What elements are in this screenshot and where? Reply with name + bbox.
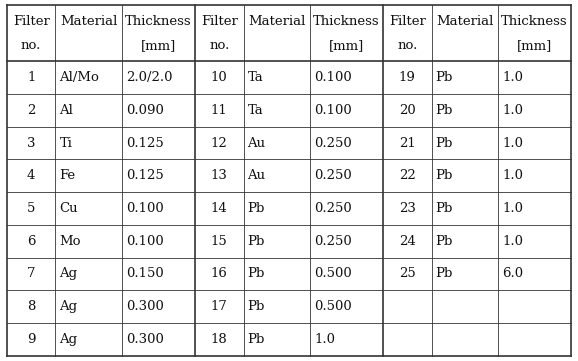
Text: Filter: Filter (201, 14, 238, 27)
Text: 16: 16 (211, 268, 228, 280)
Text: [mm]: [mm] (141, 39, 176, 52)
Text: no.: no. (21, 39, 42, 52)
Text: Ag: Ag (60, 300, 77, 313)
Text: 0.500: 0.500 (314, 268, 352, 280)
Text: 17: 17 (211, 300, 228, 313)
Text: 18: 18 (211, 333, 228, 346)
Text: [mm]: [mm] (329, 39, 364, 52)
Text: 1.0: 1.0 (502, 137, 523, 150)
Text: Ta: Ta (247, 104, 264, 117)
Text: 25: 25 (399, 268, 416, 280)
Text: Material: Material (248, 14, 306, 27)
Text: 1.0: 1.0 (314, 333, 335, 346)
Text: 0.300: 0.300 (126, 333, 164, 346)
Text: 0.250: 0.250 (314, 235, 352, 248)
Text: Pb: Pb (436, 235, 453, 248)
Text: Al: Al (60, 104, 73, 117)
Text: no.: no. (209, 39, 229, 52)
Text: Ti: Ti (60, 137, 72, 150)
Text: Pb: Pb (436, 104, 453, 117)
Text: Material: Material (60, 14, 117, 27)
Text: 0.150: 0.150 (126, 268, 164, 280)
Text: Ag: Ag (60, 333, 77, 346)
Text: Pb: Pb (436, 169, 453, 182)
Text: 4: 4 (27, 169, 35, 182)
Text: 6: 6 (27, 235, 35, 248)
Text: 3: 3 (27, 137, 35, 150)
Text: Pb: Pb (247, 300, 265, 313)
Text: 11: 11 (211, 104, 228, 117)
Text: 0.125: 0.125 (126, 137, 164, 150)
Text: 1.0: 1.0 (502, 202, 523, 215)
Text: Thickness: Thickness (313, 14, 380, 27)
Text: 0.250: 0.250 (314, 202, 352, 215)
Text: Pb: Pb (247, 268, 265, 280)
Text: Ag: Ag (60, 268, 77, 280)
Text: 24: 24 (399, 235, 416, 248)
Text: 0.500: 0.500 (314, 300, 352, 313)
Text: Pb: Pb (436, 137, 453, 150)
Text: 19: 19 (399, 71, 416, 84)
Text: 15: 15 (211, 235, 228, 248)
Text: 12: 12 (211, 137, 228, 150)
Text: 21: 21 (399, 137, 416, 150)
Text: 1.0: 1.0 (502, 104, 523, 117)
Text: Cu: Cu (60, 202, 78, 215)
Text: Pb: Pb (436, 202, 453, 215)
Text: Thickness: Thickness (501, 14, 568, 27)
Text: 5: 5 (27, 202, 35, 215)
Text: Pb: Pb (436, 268, 453, 280)
Text: 7: 7 (27, 268, 35, 280)
Text: 0.300: 0.300 (126, 300, 164, 313)
Text: Fe: Fe (60, 169, 76, 182)
Text: Mo: Mo (60, 235, 81, 248)
Text: 0.250: 0.250 (314, 137, 352, 150)
Text: 0.100: 0.100 (126, 235, 164, 248)
Text: Pb: Pb (247, 235, 265, 248)
Text: 2: 2 (27, 104, 35, 117)
Text: Au: Au (247, 137, 266, 150)
Text: Ta: Ta (247, 71, 264, 84)
Text: 9: 9 (27, 333, 35, 346)
Text: 8: 8 (27, 300, 35, 313)
Text: 22: 22 (399, 169, 416, 182)
Text: Al/Mo: Al/Mo (60, 71, 99, 84)
Text: Material: Material (436, 14, 494, 27)
Text: 0.090: 0.090 (126, 104, 164, 117)
Text: 1.0: 1.0 (502, 169, 523, 182)
Text: 1: 1 (27, 71, 35, 84)
Text: Filter: Filter (389, 14, 426, 27)
Text: 0.100: 0.100 (314, 104, 352, 117)
Text: 13: 13 (211, 169, 228, 182)
Text: Filter: Filter (13, 14, 50, 27)
Text: 1.0: 1.0 (502, 235, 523, 248)
Text: Au: Au (247, 169, 266, 182)
Text: Pb: Pb (247, 202, 265, 215)
Text: [mm]: [mm] (517, 39, 553, 52)
Text: no.: no. (397, 39, 417, 52)
Text: 6.0: 6.0 (502, 268, 524, 280)
Text: 14: 14 (211, 202, 228, 215)
Text: Thickness: Thickness (125, 14, 192, 27)
Text: 0.100: 0.100 (314, 71, 352, 84)
Text: 0.125: 0.125 (126, 169, 164, 182)
Text: Pb: Pb (247, 333, 265, 346)
Text: 0.100: 0.100 (126, 202, 164, 215)
Text: Pb: Pb (436, 71, 453, 84)
Text: 2.0/2.0: 2.0/2.0 (126, 71, 173, 84)
Text: 1.0: 1.0 (502, 71, 523, 84)
Text: 0.250: 0.250 (314, 169, 352, 182)
Text: 20: 20 (399, 104, 416, 117)
Text: 23: 23 (399, 202, 416, 215)
Text: 10: 10 (211, 71, 228, 84)
